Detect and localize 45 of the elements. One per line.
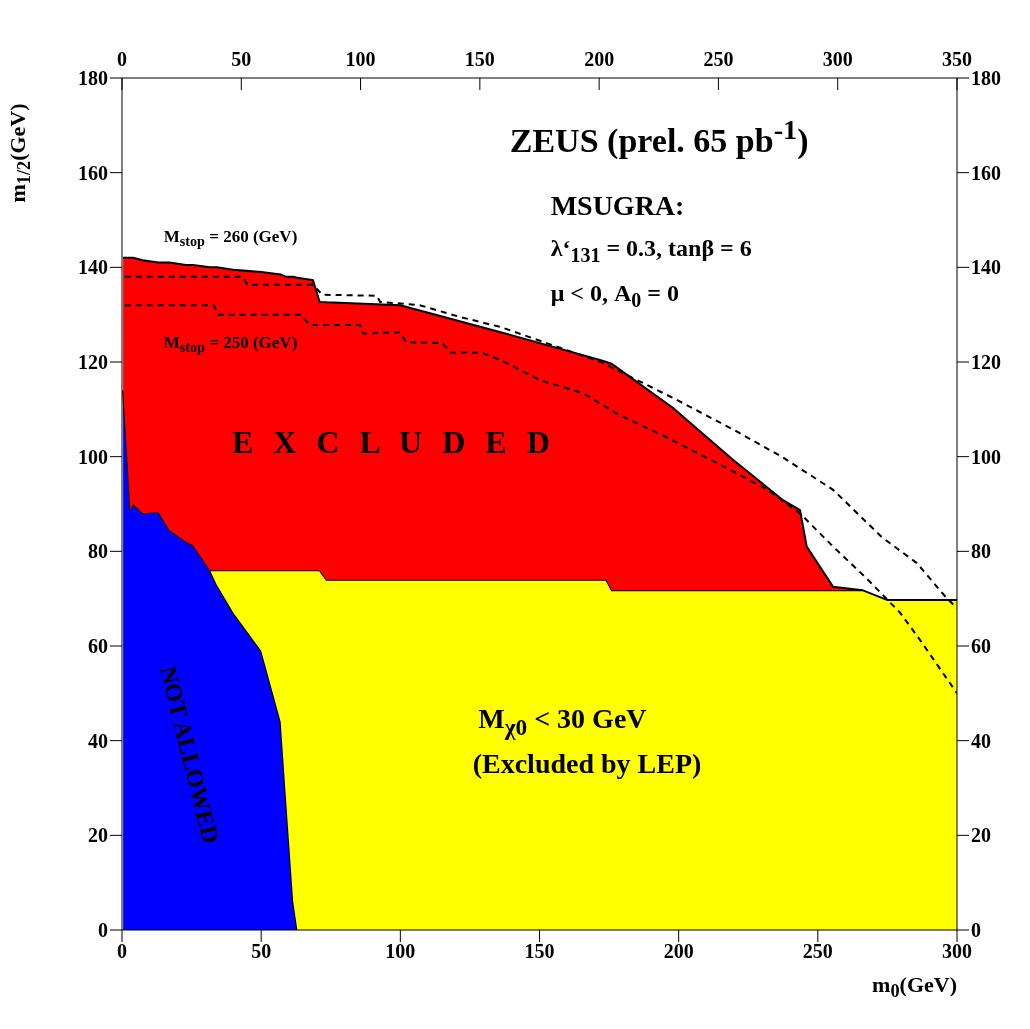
y-tick-label: 60 (88, 635, 108, 658)
x-tick-label: 0 (117, 940, 127, 963)
x-tick-label: 100 (385, 940, 416, 963)
annotation: ZEUS (prel. 65 pb$^{-1}$) (509, 114, 809, 160)
x2-tick-label: 250 (703, 48, 734, 70)
y2-tick-label: 180 (971, 67, 1001, 90)
y-tick-label: 0 (98, 919, 108, 942)
annotation: μ < 0, A$_{0}$ = 0 (550, 279, 679, 312)
y2-tick-label: 20 (971, 824, 991, 847)
x-tick-label: 300 (942, 940, 972, 963)
y-tick-label: 20 (88, 824, 108, 847)
y-tick-label: 80 (88, 540, 108, 563)
y-tick-label: 120 (78, 351, 108, 374)
y2-tick-label: 80 (971, 540, 991, 563)
x2-tick-label: 0 (117, 48, 127, 70)
series-label: M$_{stop}$ = 260 (GeV) (163, 226, 298, 251)
x-tick-label: 250 (802, 940, 833, 963)
x2-tick-label: 150 (464, 48, 495, 70)
y2-tick-label: 40 (971, 729, 991, 752)
y-tick-label: 100 (78, 445, 108, 468)
x2-tick-label: 100 (345, 48, 376, 70)
annotation: E X C L U D E D (231, 423, 556, 461)
annotation: M$_{χ0}$ < 30 GeV (478, 702, 647, 741)
y2-tick-label: 0 (971, 919, 981, 942)
x2-tick-label: 300 (822, 48, 853, 70)
y-tick-label: 40 (88, 729, 108, 752)
y-tick-label: 180 (78, 67, 108, 90)
x2-tick-label: 200 (584, 48, 615, 70)
x-tick-label: 50 (251, 940, 272, 963)
x2-tick-label: 50 (231, 48, 252, 70)
series-label: M$_{stop}$ = 250 (GeV) (163, 333, 298, 357)
x2-tick-label: 350 (942, 48, 972, 70)
annotation: MSUGRA: (550, 189, 685, 222)
x-tick-label: 200 (663, 940, 694, 963)
annotation: λ‘$_{131}$ = 0.3, tanβ = 6 (550, 234, 752, 267)
x-axis-title: m$_{0}$(GeV) (872, 972, 957, 1003)
y2-tick-label: 60 (971, 635, 991, 658)
y2-tick-label: 100 (971, 445, 1001, 468)
y2-tick-label: 160 (971, 161, 1001, 184)
y2-tick-label: 140 (971, 256, 1001, 279)
x-tick-label: 150 (524, 940, 555, 963)
y2-tick-label: 120 (971, 351, 1001, 374)
y-tick-label: 140 (78, 256, 108, 279)
annotation: (Excluded by LEP) (472, 748, 702, 781)
y-tick-label: 160 (78, 161, 108, 184)
